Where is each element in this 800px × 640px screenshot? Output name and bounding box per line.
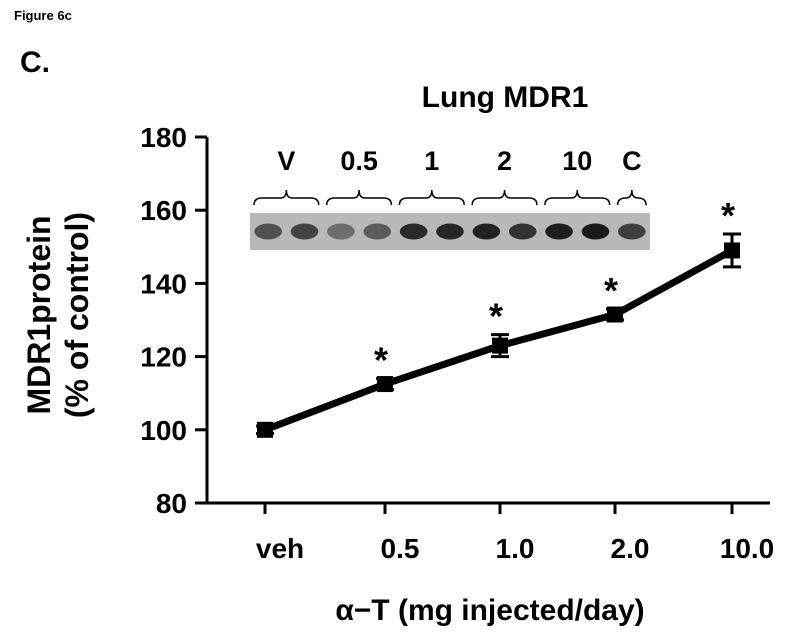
x-tick-label: 0.5 <box>381 533 420 564</box>
blot-group-label: C <box>622 146 642 176</box>
blot-group-brace <box>398 189 465 206</box>
data-point <box>724 242 740 259</box>
significance-marker: * <box>374 340 388 381</box>
blot-band <box>618 223 646 240</box>
y-axis-label-line-1: MDR1protein <box>21 215 57 414</box>
blot-band <box>545 223 573 240</box>
panel-label: C. <box>20 46 50 79</box>
data-series: * * * * <box>256 195 741 438</box>
y-tick-label: 180 <box>140 122 187 153</box>
blot-group-brace <box>471 189 538 206</box>
x-tick-label: 1.0 <box>496 533 535 564</box>
x-axis-label: α−T (mg injected/day) <box>335 594 644 627</box>
significance-marker: * <box>489 296 503 337</box>
figure-label: Figure 6c <box>14 8 72 23</box>
blot-band <box>399 223 428 240</box>
y-tick-label: 160 <box>140 195 187 226</box>
y-axis-label-line-2: (% of control) <box>59 212 95 418</box>
blot-group-label: 0.5 <box>340 146 378 176</box>
data-point <box>257 421 273 438</box>
axes <box>205 137 770 505</box>
axis-ticks: 80 100 120 140 160 180 veh 0.5 1.0 2.0 10.0 <box>140 122 774 564</box>
y-tick-label: 120 <box>140 342 187 373</box>
blot-band <box>290 223 319 240</box>
x-tick-label: 10.0 <box>720 533 775 564</box>
significance-marker: * <box>604 270 618 311</box>
y-tick-label: 140 <box>140 268 187 299</box>
data-point <box>607 306 623 323</box>
blot-group-brace <box>253 189 320 206</box>
western-blot: V 0.5 1 2 10 C <box>250 146 650 250</box>
blot-group-brace <box>616 189 647 206</box>
blot-band <box>508 223 537 240</box>
blot-group-label: 10 <box>562 146 592 176</box>
blot-band <box>581 223 610 240</box>
x-tick-label: 2.0 <box>611 533 650 564</box>
chart-title: Lung MDR1 <box>422 81 589 114</box>
blot-band <box>327 223 355 240</box>
blot-group-brace <box>544 189 611 206</box>
data-point <box>492 337 508 354</box>
blot-group-label: 1 <box>424 146 439 176</box>
blot-band <box>472 223 501 240</box>
y-axis-label: MDR1protein (% of control) <box>21 212 95 418</box>
blot-band <box>254 223 282 240</box>
significance-marker: * <box>721 195 735 236</box>
data-point <box>377 376 393 393</box>
blot-band <box>436 223 464 240</box>
blot-group-label: 2 <box>497 146 512 176</box>
y-tick-label: 100 <box>140 415 187 446</box>
y-tick-label: 80 <box>156 488 187 519</box>
x-tick-label: veh <box>256 533 304 564</box>
blot-band <box>363 223 392 240</box>
blot-group-brace <box>325 189 393 206</box>
blot-group-label: V <box>277 146 295 176</box>
